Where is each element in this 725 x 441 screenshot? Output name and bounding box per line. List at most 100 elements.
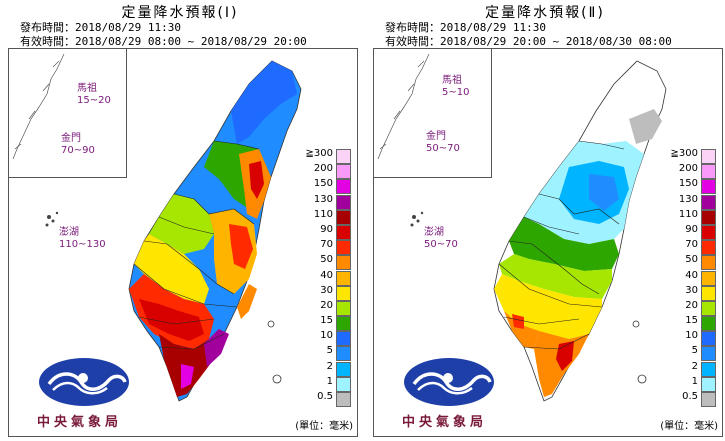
cwb-logo-icon xyxy=(39,358,129,406)
cwb-logo-text: 中央氣象局 xyxy=(37,415,123,430)
matsu-label: 馬祖 5~10 xyxy=(442,75,469,99)
legend-swatch xyxy=(701,209,716,225)
legend-level-label: ≧300 xyxy=(305,148,333,159)
legend-swatch xyxy=(701,149,716,164)
legend-level-label: 10 xyxy=(320,330,333,342)
penghu-name: 澎湖 xyxy=(59,227,79,238)
legend-level-label: 0.5 xyxy=(682,391,698,402)
legend-swatch xyxy=(701,164,716,180)
legend-level-label: 15 xyxy=(320,315,333,327)
legend-swatch xyxy=(701,270,716,286)
kinmen-name: 金門 xyxy=(61,133,81,144)
legend-level-label: 15 xyxy=(685,315,698,327)
legend-swatch xyxy=(701,255,716,271)
rainfall-map xyxy=(377,53,667,402)
legend-level-label: 90 xyxy=(685,223,698,235)
kinmen-range: 70~90 xyxy=(61,145,95,156)
legend-swatch xyxy=(336,285,351,301)
rainfall-map xyxy=(12,53,302,402)
legend-level-label: 5 xyxy=(691,345,698,357)
penghu-label: 澎湖 110~130 xyxy=(59,227,106,251)
legend-swatch xyxy=(701,285,716,301)
penghu-range: 50~70 xyxy=(424,239,458,250)
legend-level-label: 20 xyxy=(320,299,333,311)
legend-swatch xyxy=(701,346,716,362)
legend-level-label: 90 xyxy=(320,223,333,235)
valid-time: 有效時間：2018/08/29 20:00 ~ 2018/08/30 08:00 xyxy=(385,35,672,48)
cwb-logo-icon xyxy=(404,358,494,406)
legend-swatch xyxy=(701,392,716,407)
legend-swatch xyxy=(701,300,716,316)
inset-coastline xyxy=(12,53,65,160)
legend-level-label: 150 xyxy=(313,178,333,190)
legend-level-label: 130 xyxy=(678,193,698,205)
kinmen-label: 金門 50~70 xyxy=(426,131,460,155)
matsu-label: 馬祖 15~20 xyxy=(77,83,111,107)
legend-swatch xyxy=(336,300,351,316)
legend-level-label: 0.5 xyxy=(317,391,333,402)
legend-swatch xyxy=(336,179,351,195)
legend-level-label: 50 xyxy=(320,254,333,266)
issued-time: 發布時間：2018/08/29 11:30 xyxy=(20,21,181,34)
issued-time: 發布時間：2018/08/29 11:30 xyxy=(385,21,546,34)
legend-swatch xyxy=(336,240,351,256)
legend-level-label: 30 xyxy=(320,284,333,296)
offshore-inset xyxy=(9,49,127,178)
map-frame: 馬祖 15~20 金門 70~90 澎湖 110~130 ≧300 200 150 1… xyxy=(8,48,358,437)
legend-swatch xyxy=(336,164,351,180)
panel-title: 定量降水預報(Ⅱ) xyxy=(485,5,605,21)
legend-level-label: ≧300 xyxy=(670,148,698,159)
legend-level-label: 130 xyxy=(313,193,333,205)
penghu-islands xyxy=(410,211,424,227)
legend-swatch xyxy=(701,224,716,240)
legend-level-label: 2 xyxy=(691,360,698,372)
legend-unit: (單位：毫米) xyxy=(660,421,718,432)
legend-level-label: 1 xyxy=(326,375,333,387)
legend-level-label: 2 xyxy=(326,360,333,372)
offshore-inset xyxy=(374,49,492,178)
legend-level-label: 110 xyxy=(313,208,333,220)
legend-level-label: 50 xyxy=(685,254,698,266)
matsu-range: 5~10 xyxy=(442,87,470,98)
legend-swatch xyxy=(336,376,351,392)
kinmen-name: 金門 xyxy=(426,131,446,142)
legend-level-label: 200 xyxy=(678,163,698,175)
legend-swatch xyxy=(336,224,351,240)
legend-swatch xyxy=(336,392,351,407)
legend-level-label: 40 xyxy=(685,269,698,281)
legend-level-label: 70 xyxy=(320,239,333,251)
county-borders xyxy=(133,140,260,350)
forecast-panel-2: 定量降水預報(Ⅱ) 發布時間：2018/08/29 11:30 有效時間：201… xyxy=(365,0,725,441)
legend-swatch xyxy=(701,361,716,377)
offshore-islands xyxy=(267,320,282,384)
legend-swatch xyxy=(336,316,351,332)
inset-coastline xyxy=(377,53,430,160)
panel-title: 定量降水預報(Ⅰ) xyxy=(121,5,239,21)
kinmen-range: 50~70 xyxy=(426,143,460,154)
matsu-name: 馬祖 xyxy=(77,83,97,94)
map-frame: 馬祖 5~10 金門 50~70 澎湖 50~70 ≧300 200 150 130 1… xyxy=(373,48,723,437)
matsu-range: 15~20 xyxy=(77,95,111,106)
county-borders xyxy=(498,140,625,350)
legend-swatch xyxy=(701,376,716,392)
legend-swatch xyxy=(336,255,351,271)
legend-level-label: 110 xyxy=(678,208,698,220)
legend-level-label: 40 xyxy=(320,269,333,281)
legend-level-label: 10 xyxy=(685,330,698,342)
legend-swatch xyxy=(336,149,351,164)
legend-swatch xyxy=(701,316,716,332)
legend-swatch xyxy=(701,194,716,210)
valid-time: 有效時間：2018/08/29 08:00 ~ 2018/08/29 20:00 xyxy=(20,35,307,48)
penghu-range: 110~130 xyxy=(59,239,106,250)
penghu-name: 澎湖 xyxy=(424,227,444,238)
forecast-panel-1: 定量降水預報(Ⅰ) 發布時間：2018/08/29 11:30 有效時間：201… xyxy=(0,0,360,441)
legend-level-label: 150 xyxy=(678,178,698,190)
cwb-logo-text: 中央氣象局 xyxy=(402,415,488,430)
legend-swatch xyxy=(336,346,351,362)
penghu-label: 澎湖 50~70 xyxy=(424,227,458,251)
legend-swatch xyxy=(701,179,716,195)
taiwan-island xyxy=(128,60,302,402)
legend-level-label: 30 xyxy=(685,284,698,296)
legend-level-label: 1 xyxy=(691,375,698,387)
legend-swatch xyxy=(336,209,351,225)
